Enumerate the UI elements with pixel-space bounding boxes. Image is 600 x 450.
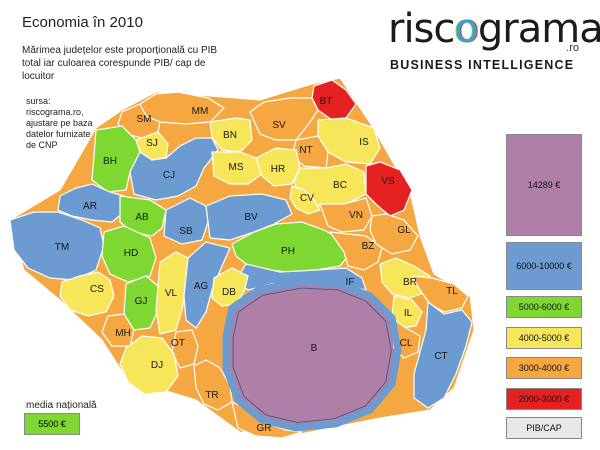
county-ct xyxy=(413,300,473,409)
county-label-gj: GJ xyxy=(135,296,148,307)
county-label-mm: MM xyxy=(192,106,209,117)
county-sb xyxy=(163,197,209,245)
county-label-ab: AB xyxy=(135,212,149,223)
county-label-bv: BV xyxy=(244,212,258,223)
county-label-is: IS xyxy=(359,137,369,148)
county-bz xyxy=(328,231,383,271)
county-label-cv: CV xyxy=(300,193,314,204)
county-ab xyxy=(119,195,167,237)
national-average-label: media națională xyxy=(26,400,97,411)
ilfov-ring xyxy=(222,278,402,432)
county-label-cs: CS xyxy=(90,284,104,295)
county-vl xyxy=(155,251,189,335)
logo-wordmark: riscograma xyxy=(388,6,600,52)
county-label-hr: HR xyxy=(271,164,285,175)
county-label-sv: SV xyxy=(272,120,286,131)
map-title: Economia în 2010 xyxy=(22,14,143,31)
county-label-ag: AG xyxy=(194,281,209,292)
county-label-nt: NT xyxy=(299,145,312,156)
logo-word-end: grama xyxy=(477,6,600,52)
county-labels: BT MM SM SV SJ BN IS BH NT CJ MS HR BC VS AR CV AB SB BV VN… xyxy=(55,96,458,434)
county-label-mh: MH xyxy=(115,328,131,339)
county-label-bz: BZ xyxy=(362,241,375,252)
county-label-bc: BC xyxy=(333,180,347,191)
county-label-cl: CL xyxy=(400,338,413,349)
county-vs xyxy=(365,161,413,217)
county-label-bt: BT xyxy=(320,96,333,107)
logo-domain: .ro xyxy=(566,42,579,54)
county-bh xyxy=(91,125,141,193)
bucuresti-core xyxy=(232,287,392,423)
county-label-ph: PH xyxy=(281,246,295,257)
county-label-tl: TL xyxy=(446,286,458,297)
county-label-br: BR xyxy=(403,277,417,288)
county-ag xyxy=(183,241,231,329)
county-cv xyxy=(289,185,321,215)
county-bv xyxy=(205,193,293,241)
county-ms xyxy=(211,151,263,185)
county-label-ms: MS xyxy=(229,162,244,173)
county-cj xyxy=(129,137,219,201)
county-tm xyxy=(9,211,105,281)
county-label-vl: VL xyxy=(165,288,178,299)
legend-swatch: 4000-5000 € xyxy=(506,327,582,349)
legend-swatch: 5000-6000 € xyxy=(506,296,582,318)
county-label-vs: VS xyxy=(381,176,395,187)
source-note: sursa: riscograma.ro, ajustare pe baza d… xyxy=(26,96,93,150)
county-label-bh: BH xyxy=(103,156,117,167)
county-sv xyxy=(249,97,319,141)
county-label-vn: VN xyxy=(349,210,363,221)
county-label-bn: BN xyxy=(223,130,237,141)
county-hd xyxy=(101,225,157,283)
county-label-db: DB xyxy=(222,287,236,298)
county-db xyxy=(211,267,249,307)
legend-swatch: PIB/CAP xyxy=(506,417,582,439)
county-label-ot: OT xyxy=(171,338,185,349)
county-label-if: IF xyxy=(346,277,355,288)
county-label-il: IL xyxy=(404,308,413,319)
county-label-gl: GL xyxy=(397,225,411,236)
logo-tagline: BUSINESS INTELLIGENCE xyxy=(390,58,575,72)
logo-word-start: risc xyxy=(388,6,455,52)
legend-swatch: 6000-10000 € xyxy=(506,242,582,290)
county-label-gr: GR xyxy=(257,423,272,434)
county-label-hd: HD xyxy=(124,248,138,259)
county-regions xyxy=(9,77,475,439)
county-label-sm: SM xyxy=(137,114,152,125)
county-label-ar: AR xyxy=(83,201,97,212)
county-label-b: B xyxy=(311,343,318,354)
county-vn xyxy=(319,197,373,233)
county-label-tr: TR xyxy=(205,390,218,401)
logo-word-o: o xyxy=(454,6,479,52)
county-label-ct: CT xyxy=(434,351,447,362)
legend-swatch: 2000-3000 € xyxy=(506,388,582,410)
county-gl xyxy=(369,213,419,255)
county-label-tm: TM xyxy=(55,242,69,253)
legend-swatch: 14289 € xyxy=(506,134,582,236)
county-tl xyxy=(410,275,469,313)
county-label-dj: DJ xyxy=(151,360,163,371)
county-label-sb: SB xyxy=(179,226,193,237)
county-label-cj: CJ xyxy=(163,170,175,181)
county-cs xyxy=(59,271,115,317)
county-label-sj: SJ xyxy=(146,138,158,149)
map-subtitle: Mărimea județelor este proporțională cu … xyxy=(22,45,218,82)
county-dj xyxy=(119,335,179,395)
riscograma-logo: riscograma .ro BUSINESS INTELLIGENCE xyxy=(388,6,600,76)
legend-swatch: 3000-4000 € xyxy=(506,357,582,379)
national-average-value: 5500 € xyxy=(24,413,80,435)
